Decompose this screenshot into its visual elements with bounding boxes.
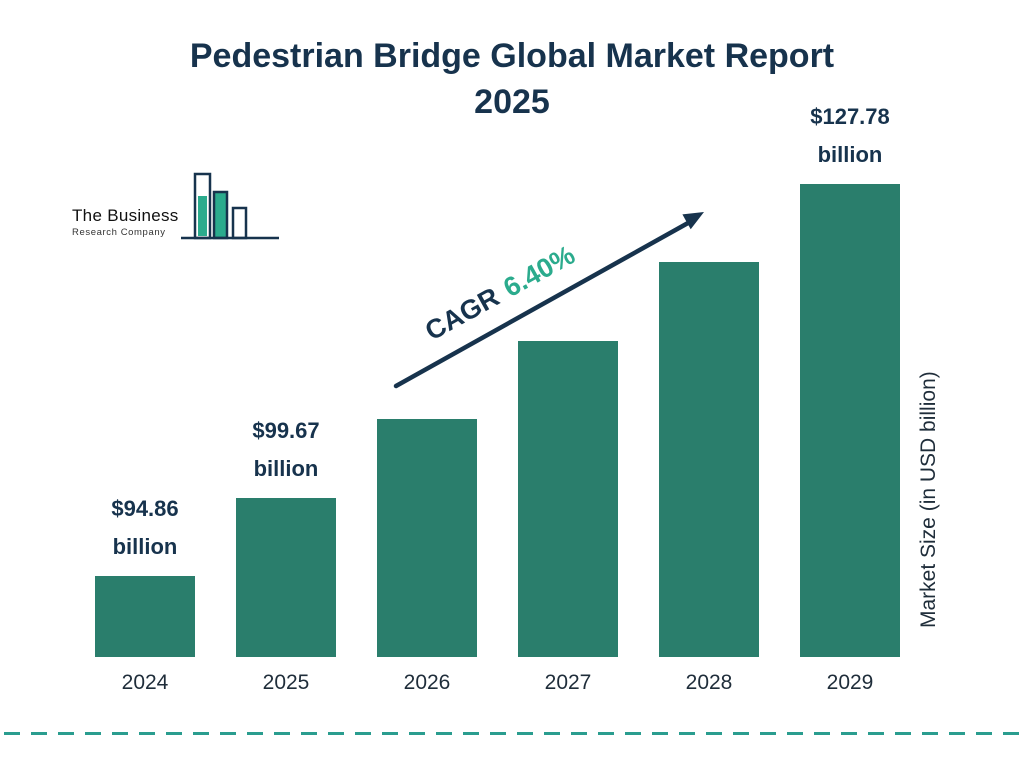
- bar-column-2028: 2028: [659, 95, 759, 695]
- bar-chart: $94.86 billion 2024 $99.67 billion 2025 2026 20…: [95, 95, 900, 695]
- company-tagline: Research Company: [72, 227, 166, 238]
- bar-2029: [800, 183, 900, 657]
- x-axis-label-2026: 2026: [403, 671, 451, 694]
- company-logo: The Business Research Company: [72, 172, 281, 244]
- bar-2025: [236, 497, 336, 657]
- x-axis-label-2025: 2025: [262, 671, 310, 694]
- bar-column-2029: $127.78 billion 2029: [800, 95, 900, 695]
- bar-column-2026: 2026: [377, 95, 477, 695]
- company-logo-text: The Business Research Company: [72, 206, 179, 238]
- value-label-2025: $99.67 billion: [252, 417, 320, 481]
- bar-2024: [95, 576, 195, 657]
- bar-chart-logo-icon: [180, 172, 279, 240]
- report-title-line2: 2025: [474, 82, 550, 121]
- bar-column-2025: $99.67 billion 2025: [236, 95, 336, 695]
- x-axis-label-2029: 2029: [826, 671, 874, 694]
- x-axis-label-2024: 2024: [121, 671, 169, 694]
- company-name: The Business: [72, 206, 179, 225]
- report-title: Pedestrian Bridge Global Market Report 2…: [0, 34, 1024, 126]
- value-label-2029: $127.78 billion: [810, 103, 890, 167]
- bar-2027: [518, 340, 618, 657]
- y-axis-label: Market Size (in USD billion): [917, 371, 940, 629]
- value-label-2024: $94.86 billion: [111, 496, 179, 559]
- bar-2026: [377, 419, 477, 657]
- bar-2028: [659, 262, 759, 657]
- bar-column-2027: 2027: [518, 95, 618, 695]
- x-axis-label-2027: 2027: [544, 671, 592, 694]
- bottom-dashed-line: [4, 732, 1020, 735]
- x-axis-label-2028: 2028: [685, 671, 733, 694]
- bar-column-2024: $94.86 billion 2024: [95, 95, 195, 695]
- report-title-line1: Pedestrian Bridge Global Market Report: [189, 37, 835, 75]
